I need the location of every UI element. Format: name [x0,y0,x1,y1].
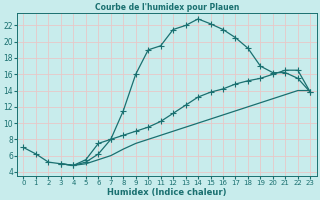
X-axis label: Humidex (Indice chaleur): Humidex (Indice chaleur) [107,188,227,197]
Title: Courbe de l'humidex pour Plauen: Courbe de l'humidex pour Plauen [95,3,239,12]
